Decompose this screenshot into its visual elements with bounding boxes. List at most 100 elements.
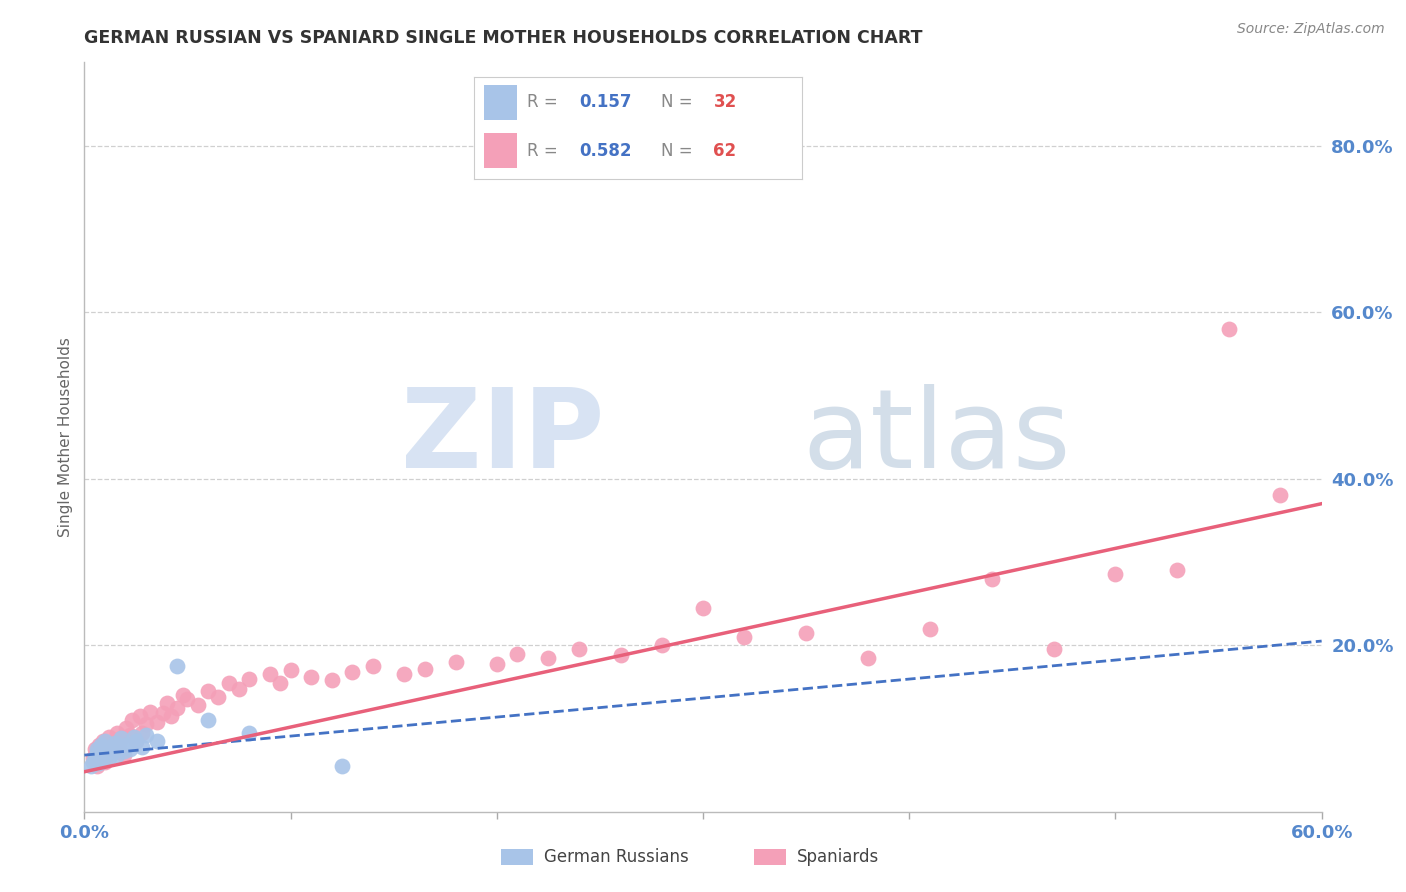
Point [856, 650, 879, 665]
Point [121, 713, 143, 727]
Point [114, 722, 136, 736]
Point [166, 659, 188, 673]
Point [145, 714, 167, 729]
Point [506, 647, 529, 661]
Text: Source: ZipAtlas.com: Source: ZipAtlas.com [1237, 22, 1385, 37]
Point [299, 670, 322, 684]
Point [86, 759, 108, 773]
Point [82, 750, 104, 764]
Point [651, 638, 673, 652]
Point [238, 725, 260, 739]
Point [86, 742, 108, 756]
Point [122, 730, 145, 744]
Point [96, 747, 118, 761]
Text: GERMAN RUSSIAN VS SPANIARD SINGLE MOTHER HOUSEHOLDS CORRELATION CHART: GERMAN RUSSIAN VS SPANIARD SINGLE MOTHER… [84, 29, 922, 47]
Point [568, 642, 591, 657]
Point [104, 745, 127, 759]
Text: German Russians: German Russians [544, 848, 689, 866]
Point [87, 738, 110, 752]
Y-axis label: Single Mother Households: Single Mother Households [58, 337, 73, 537]
Point [98, 750, 121, 764]
Point [197, 713, 219, 727]
Point [94, 734, 117, 748]
Point [321, 673, 343, 688]
Point [537, 650, 560, 665]
Point [1042, 642, 1064, 657]
Point [105, 725, 128, 739]
Point [94, 755, 117, 769]
Point [280, 663, 302, 677]
Point [98, 730, 121, 744]
Point [131, 739, 153, 754]
Point [145, 734, 167, 748]
Point [361, 659, 384, 673]
Point [733, 630, 755, 644]
Point [330, 759, 353, 773]
Point [139, 705, 162, 719]
Point [692, 600, 714, 615]
Text: atlas: atlas [801, 384, 1070, 491]
Point [83, 750, 105, 764]
Point [135, 717, 157, 731]
Point [152, 706, 174, 721]
Point [392, 667, 415, 681]
Point [118, 742, 141, 756]
Point [108, 741, 131, 756]
Point [172, 688, 194, 702]
Point [342, 665, 364, 679]
Point [1166, 563, 1188, 577]
Point [90, 738, 112, 752]
Point [218, 675, 240, 690]
Point [135, 728, 157, 742]
Point [125, 734, 148, 748]
Point [114, 738, 136, 752]
Point [110, 731, 132, 746]
Point [104, 736, 127, 750]
Point [100, 739, 122, 754]
Point [485, 657, 508, 671]
Point [413, 661, 436, 675]
Bar [501, 849, 533, 865]
Point [129, 709, 152, 723]
Point [176, 692, 198, 706]
Point [238, 672, 260, 686]
Point [980, 572, 1002, 586]
Point [100, 739, 122, 754]
Point [112, 744, 135, 758]
Text: ZIP: ZIP [401, 384, 605, 491]
Point [87, 745, 110, 759]
Point [90, 747, 112, 761]
Point [112, 748, 135, 763]
Point [166, 700, 188, 714]
Point [269, 675, 291, 690]
Point [259, 667, 281, 681]
Point [90, 748, 112, 763]
Point [91, 734, 114, 748]
Point [125, 734, 148, 748]
Point [94, 742, 117, 756]
Point [1270, 488, 1292, 502]
Point [79, 759, 101, 773]
Point [105, 748, 128, 763]
Point [86, 747, 108, 761]
Point [609, 648, 631, 663]
Point [118, 728, 141, 742]
Point [87, 756, 110, 771]
Point [444, 655, 467, 669]
Text: Spaniards: Spaniards [797, 848, 879, 866]
Point [207, 690, 229, 704]
Point [110, 731, 132, 746]
Bar [754, 849, 786, 865]
Point [156, 697, 179, 711]
Point [108, 736, 131, 750]
Point [228, 681, 250, 696]
Point [1104, 567, 1126, 582]
Point [197, 684, 219, 698]
Point [794, 625, 817, 640]
Point [82, 755, 104, 769]
Point [131, 725, 153, 739]
Point [91, 752, 114, 766]
Point [103, 745, 125, 759]
Point [187, 698, 209, 713]
Point [160, 709, 183, 723]
